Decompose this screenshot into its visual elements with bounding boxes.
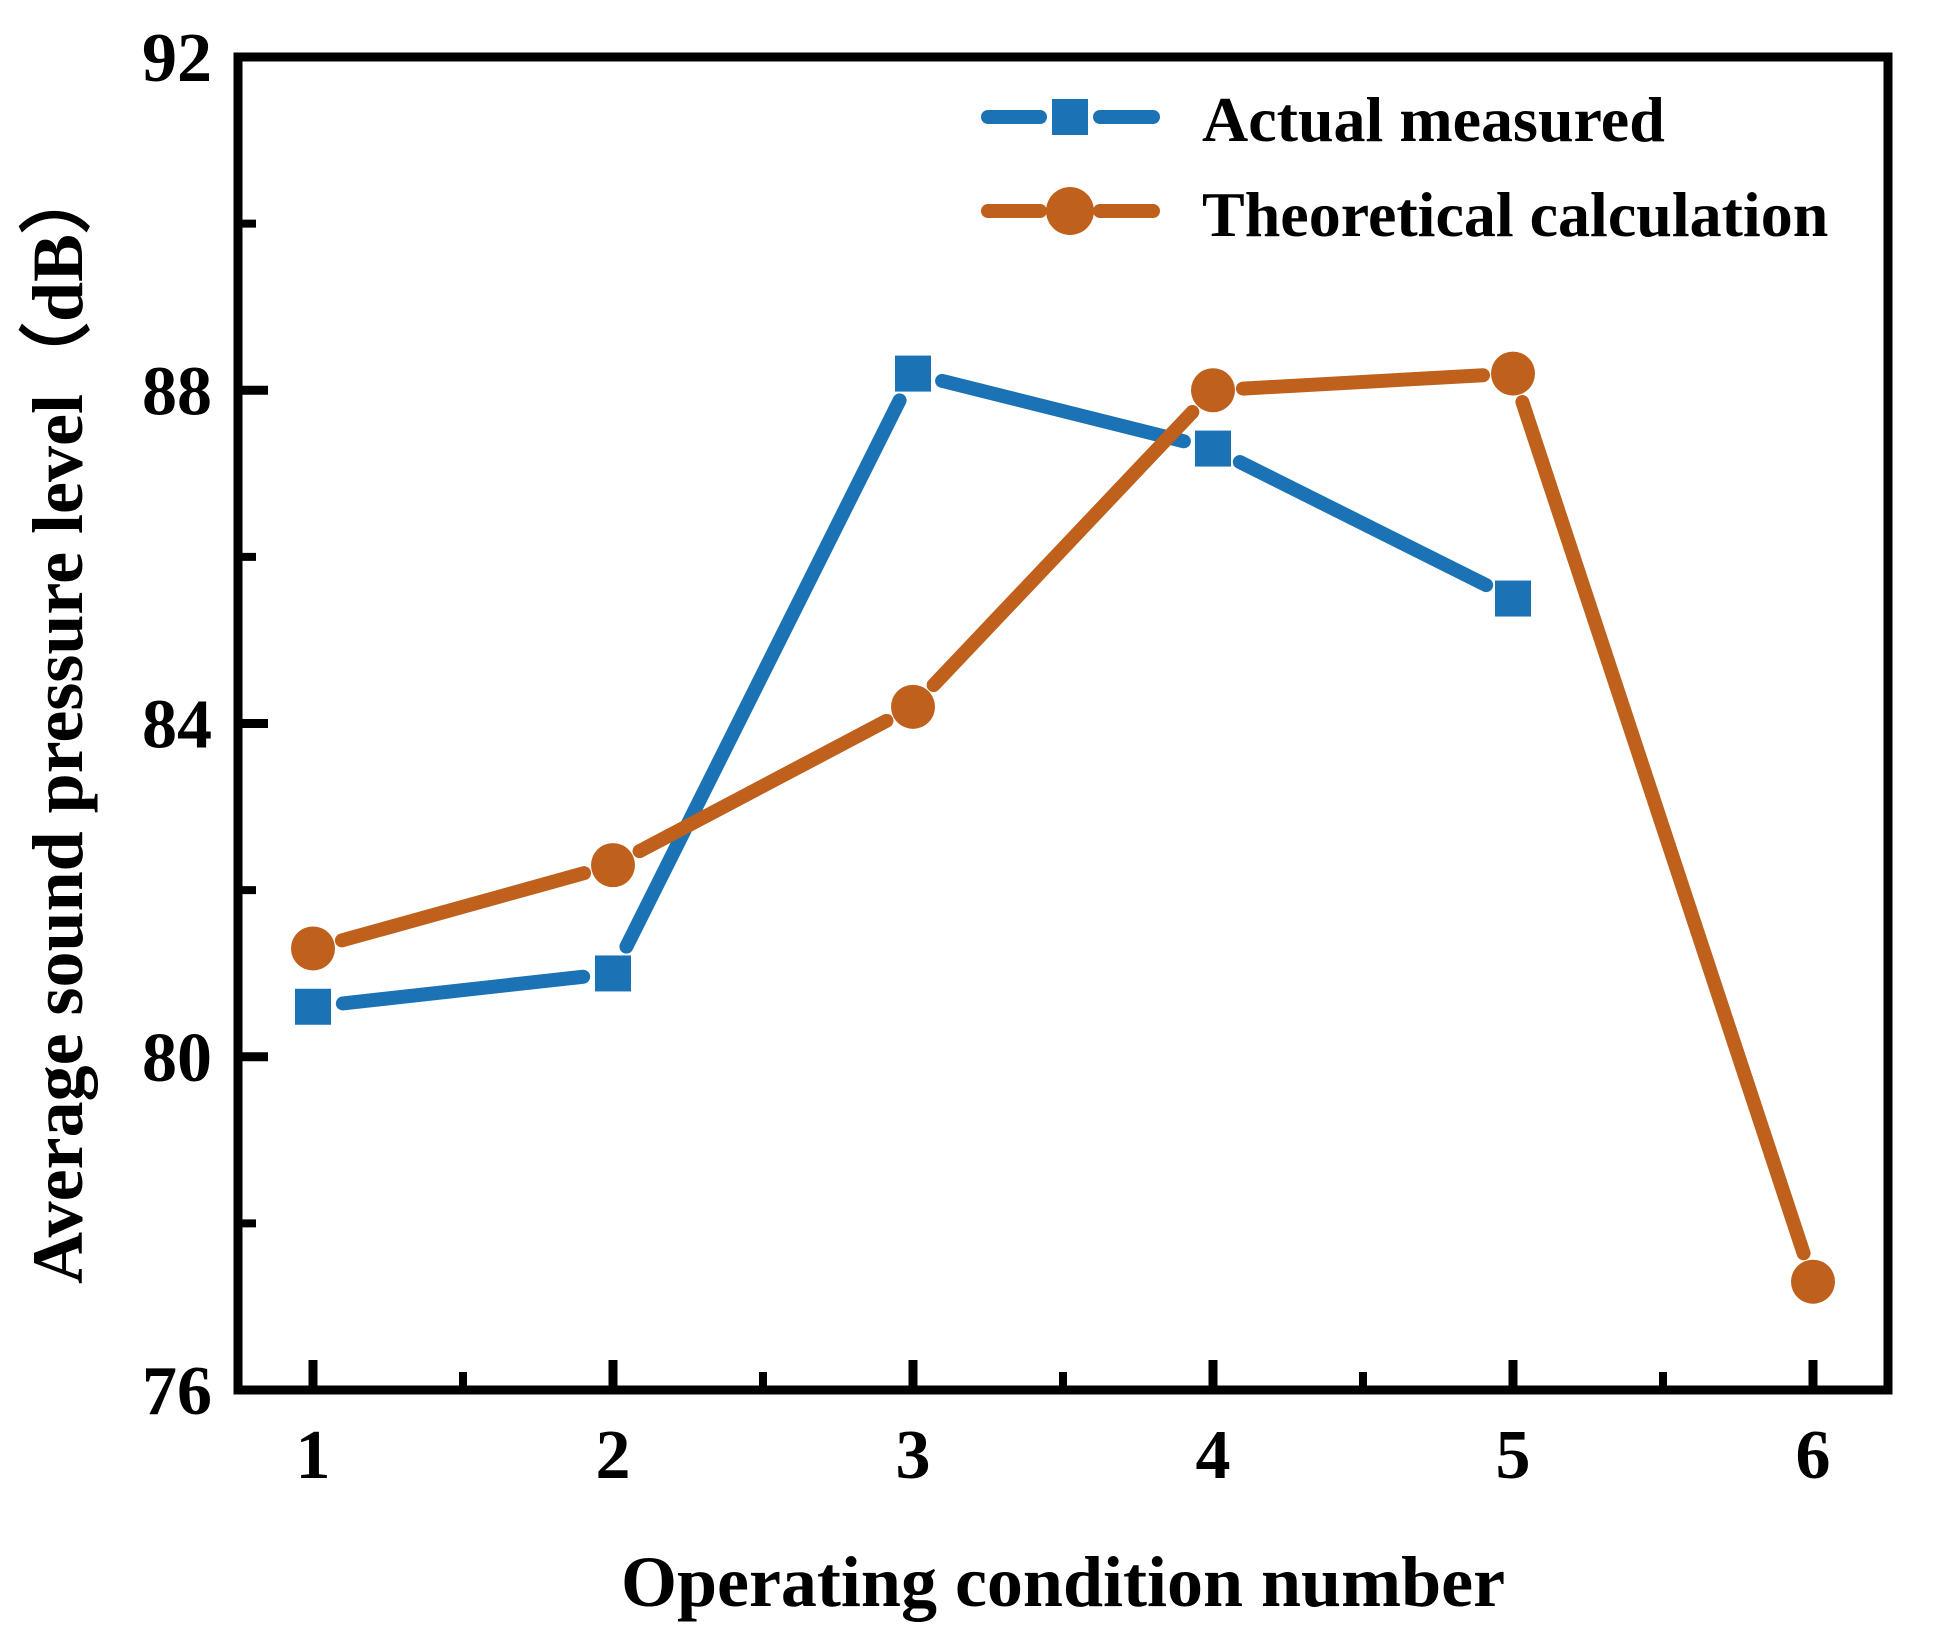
x-tick-label: 6 xyxy=(1796,1417,1831,1494)
data-point-circle xyxy=(1791,1259,1835,1304)
y-tick-label: 80 xyxy=(142,1020,212,1097)
data-point-square xyxy=(595,955,631,992)
x-tick-label: 1 xyxy=(296,1417,331,1494)
data-point-circle xyxy=(891,684,935,729)
data-line xyxy=(1232,454,1494,593)
y-tick-label: 76 xyxy=(142,1353,212,1430)
legend-item-actual-measured: Actual measured xyxy=(981,84,1665,155)
data-line xyxy=(1235,368,1491,396)
axes-layer: 1 2 3 4 5 6 76 80 84 88 92 xyxy=(142,20,1893,1494)
data-point-square xyxy=(1495,580,1531,617)
data-line xyxy=(619,393,907,954)
data-point-circle xyxy=(1491,351,1535,396)
data-point-circle xyxy=(591,843,635,888)
y-tick-label: 92 xyxy=(142,20,212,97)
y-tick-label: 88 xyxy=(142,353,212,430)
data-point-square xyxy=(1195,430,1231,467)
data-point-square xyxy=(295,988,331,1025)
legend-label: Actual measured xyxy=(1202,84,1665,155)
y-axis-title: Average sound pressure level（dB） xyxy=(18,162,98,1284)
x-tick-label: 5 xyxy=(1496,1417,1531,1494)
series-theoretical-calculation xyxy=(291,351,1835,1304)
data-line xyxy=(334,866,592,948)
x-tick-label: 3 xyxy=(896,1417,931,1494)
data-line xyxy=(926,405,1200,693)
x-axis-title: Operating condition number xyxy=(621,1542,1505,1622)
data-line xyxy=(335,969,591,1011)
data-point-square xyxy=(895,355,931,392)
legend-square-marker xyxy=(1052,99,1088,135)
data-line xyxy=(1515,395,1811,1261)
legend-item-theoretical-calculation: Theoretical calculation xyxy=(981,179,1828,250)
data-point-circle xyxy=(291,926,335,971)
series-layer xyxy=(291,351,1835,1304)
series-actual-measured xyxy=(295,355,1531,1025)
legend-label: Theoretical calculation xyxy=(1202,179,1828,250)
data-point-circle xyxy=(1191,368,1235,413)
data-line xyxy=(632,713,894,859)
legend-circle-marker xyxy=(1046,187,1094,235)
legend: Actual measured Theoretical calculation xyxy=(981,84,1828,250)
x-tick-label: 2 xyxy=(596,1417,631,1494)
plot-frame xyxy=(233,52,1893,1395)
x-tick-label: 4 xyxy=(1196,1417,1231,1494)
data-line xyxy=(935,373,1191,449)
y-tick-label: 84 xyxy=(142,687,212,764)
